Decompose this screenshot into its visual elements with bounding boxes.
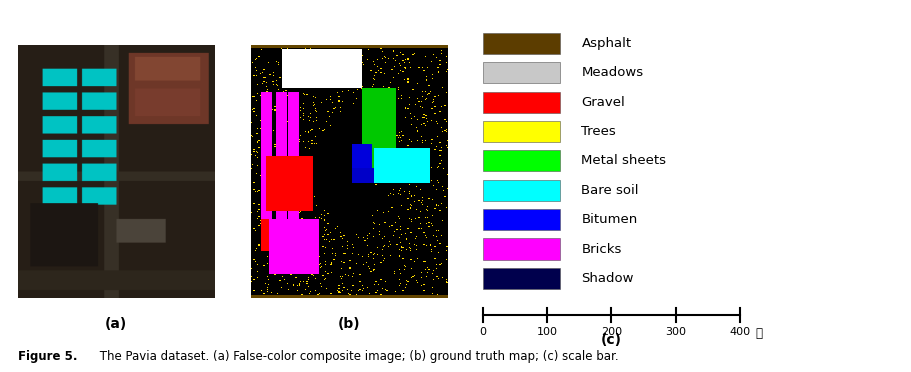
Bar: [482, 238, 559, 260]
Bar: [482, 33, 559, 54]
Text: 300: 300: [664, 327, 685, 337]
Text: 米: 米: [754, 327, 762, 340]
Text: Gravel: Gravel: [581, 96, 624, 109]
Text: 0: 0: [479, 327, 486, 337]
Text: (c): (c): [600, 333, 621, 347]
Text: Trees: Trees: [581, 125, 616, 138]
Text: Asphalt: Asphalt: [581, 37, 630, 50]
Bar: [482, 92, 559, 113]
Bar: [482, 268, 559, 289]
Text: Bare soil: Bare soil: [581, 184, 639, 197]
Text: Meadows: Meadows: [581, 66, 643, 79]
Text: 400: 400: [729, 327, 750, 337]
Text: Shadow: Shadow: [581, 272, 633, 285]
Bar: [482, 62, 559, 83]
Text: Metal sheets: Metal sheets: [581, 154, 666, 167]
Text: Figure 5.: Figure 5.: [18, 350, 77, 363]
Bar: [482, 150, 559, 171]
Bar: [482, 121, 559, 142]
Text: Bricks: Bricks: [581, 243, 621, 256]
Bar: [482, 209, 559, 230]
Text: 100: 100: [536, 327, 557, 337]
Text: (a): (a): [105, 317, 128, 331]
Text: Bitumen: Bitumen: [581, 213, 637, 226]
Text: 200: 200: [600, 327, 621, 337]
Bar: [482, 180, 559, 201]
Text: The Pavia dataset. (a) False-color composite image; (b) ground truth map; (c) sc: The Pavia dataset. (a) False-color compo…: [96, 350, 618, 363]
Text: (b): (b): [337, 317, 360, 331]
